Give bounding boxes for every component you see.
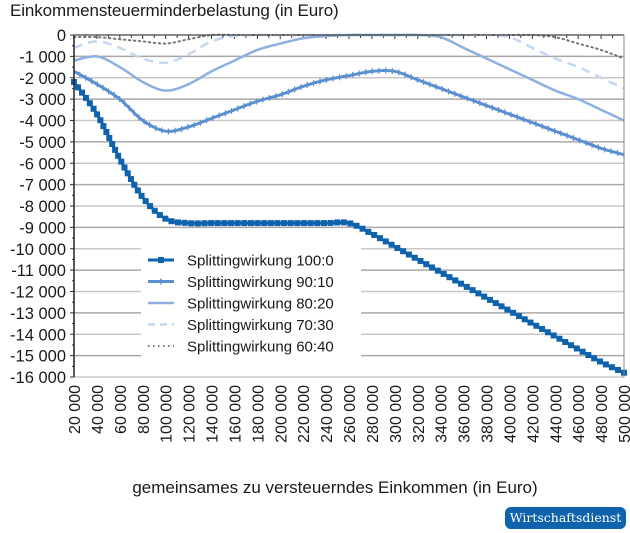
x-tick-label: 300 000 xyxy=(388,385,405,443)
legend-label: Splittingwirkung 100:0 xyxy=(187,253,334,270)
legend-label: Splittingwirkung 90:10 xyxy=(187,274,334,291)
y-tick-label: -10 000 xyxy=(10,241,66,259)
x-tick-label: 200 000 xyxy=(273,385,290,443)
series-line xyxy=(73,33,625,90)
x-axis-ticks: 20 000 40 000 60 000 80 000 100 000 120 000 14… xyxy=(67,35,630,443)
series-line xyxy=(73,69,625,157)
y-tick-label: -5 000 xyxy=(19,134,66,152)
y-tick-label: -6 000 xyxy=(19,155,66,173)
x-tick-label: 140 000 xyxy=(205,385,222,443)
x-tick-label: 240 000 xyxy=(319,385,336,443)
axes xyxy=(73,34,625,377)
x-tick-label: 80 000 xyxy=(136,385,153,434)
x-tick-label: 460 000 xyxy=(571,385,588,443)
y-tick-label: -8 000 xyxy=(19,198,66,216)
x-tick-label: 260 000 xyxy=(342,385,359,443)
x-tick-label: 100 000 xyxy=(159,385,176,443)
x-tick-label: 360 000 xyxy=(457,385,474,443)
y-tick-label: -16 000 xyxy=(10,369,66,387)
y-tick-label: -9 000 xyxy=(19,219,66,237)
legend-label: Splittingwirkung 80:20 xyxy=(187,296,334,313)
publisher-badge: Wirtschaftsdienst xyxy=(505,507,626,529)
x-tick-label: 500 000 xyxy=(617,385,630,443)
y-tick-label: -12 000 xyxy=(10,284,66,302)
y-tick-label: 0 xyxy=(57,27,66,45)
x-tick-label: 480 000 xyxy=(594,385,611,443)
x-tick-label: 340 000 xyxy=(434,385,451,443)
x-tick-label: 280 000 xyxy=(365,385,382,443)
y-tick-label: -14 000 xyxy=(10,326,66,344)
y-tick-label: -15 000 xyxy=(10,348,66,366)
y-axis-ticks: 0 -1 000 -2 000 -3 000 -4 000 -5 000 -6 000 -7 … xyxy=(10,27,74,387)
legend-box xyxy=(141,248,361,360)
x-tick-label: 220 000 xyxy=(296,385,313,443)
legend-label: Splittingwirkung 70:30 xyxy=(187,317,334,334)
legend: Splittingwirkung 100:0 Splittingwirkung 9… xyxy=(141,248,361,360)
x-tick-label: 440 000 xyxy=(548,385,565,443)
x-tick-label: 380 000 xyxy=(480,385,497,443)
x-axis-label: gemeinsames zu versteuerndes Einkommen (… xyxy=(132,478,538,497)
x-tick-label: 160 000 xyxy=(227,385,244,443)
x-tick-label: 420 000 xyxy=(525,385,542,443)
y-tick-label: -7 000 xyxy=(19,177,66,195)
legend-label: Splittingwirkung 60:40 xyxy=(187,339,334,356)
x-tick-label: 120 000 xyxy=(182,385,199,443)
x-tick-label: 20 000 xyxy=(67,385,84,434)
x-tick-label: 320 000 xyxy=(411,385,428,443)
y-tick-label: -3 000 xyxy=(19,91,66,109)
y-tick-label: -4 000 xyxy=(19,113,66,131)
chart-title: Einkommensteuerminderbelastung (in Euro) xyxy=(10,1,339,20)
x-tick-label: 400 000 xyxy=(502,385,519,443)
y-tick-label: -11 000 xyxy=(11,262,66,280)
y-tick-label: -13 000 xyxy=(10,305,66,323)
y-tick-label: -2 000 xyxy=(19,70,66,88)
y-tick-label: -1 000 xyxy=(19,48,66,66)
x-tick-label: 40 000 xyxy=(90,385,107,434)
x-tick-label: 60 000 xyxy=(113,385,130,434)
x-tick-label: 180 000 xyxy=(250,385,267,443)
